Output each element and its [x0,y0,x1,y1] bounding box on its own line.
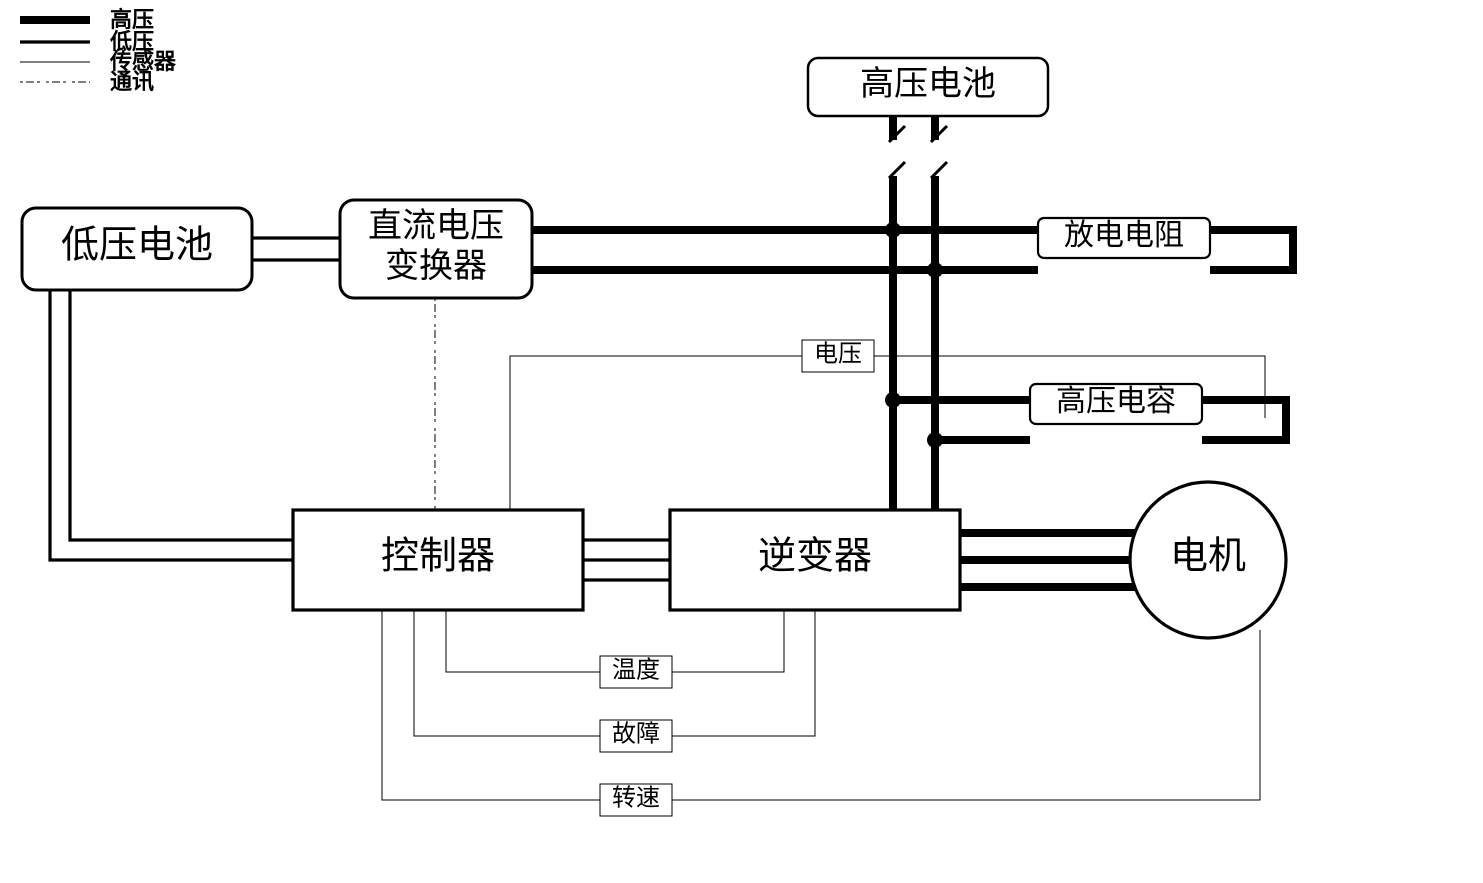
node-label: 高压电池 [860,65,996,103]
junction-dot [885,222,901,238]
node-label: 低压电池 [61,225,213,267]
node-label-line: 变换器 [385,247,487,285]
switch-tick [889,162,905,178]
legend-label-comm: 通讯 [110,69,154,94]
edge-hv [1210,230,1293,270]
node-hv_cap: 高压电容 [1030,384,1202,424]
node-label-line: 直流电压 [368,207,504,245]
edge-sensor [382,610,600,800]
node-label: 高压电容 [1056,385,1176,418]
node-label: 控制器 [381,536,495,578]
node-temp_lbl: 温度 [600,656,672,688]
node-speed_lbl: 转速 [600,784,672,816]
node-label: 电机 [1170,536,1246,578]
node-label: 故障 [612,721,660,748]
node-label: 放电电阻 [1064,219,1184,252]
node-fault_lbl: 故障 [600,720,672,752]
edge-sensor [510,356,802,510]
junction-dot [885,392,901,408]
edge-sensor [446,610,600,672]
node-inverter: 逆变器 [670,510,960,610]
node-label: 逆变器 [758,536,872,578]
node-voltage_lbl: 电压 [802,340,874,372]
node-label: 转速 [612,785,660,812]
legend: 高压低压传感器通讯 [20,7,177,94]
node-label: 电压 [814,341,862,368]
switch-tick [931,162,947,178]
node-discharge_r: 放电电阻 [1038,218,1210,258]
node-hv_battery: 高压电池 [808,58,1048,116]
edge-sensor [414,610,600,736]
node-lv_battery: 低压电池 [22,208,252,290]
edge-lv [70,290,293,540]
edge-sensor [672,610,815,736]
edge-sensor [672,630,1260,800]
edge-sensor [672,610,784,672]
node-controller: 控制器 [293,510,583,610]
nodes: 高压电池低压电池 直流电压变换器 放电电阻高压电容控制器 逆变器 电机 电压温度故障转速 [22,58,1286,816]
node-motor: 电机 [1130,482,1286,638]
junction-dot [927,432,943,448]
junction-dot [927,262,943,278]
node-dcdc: 直流电压变换器 [340,200,532,298]
edge-lv [50,290,293,560]
edge-hv [1202,400,1286,440]
node-label: 温度 [612,657,660,684]
